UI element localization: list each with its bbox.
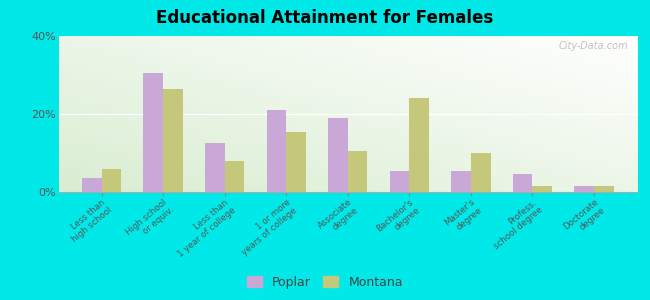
Text: City-Data.com: City-Data.com (559, 41, 629, 51)
Bar (410, 98, 429, 192)
Bar (205, 143, 225, 192)
Legend: Poplar, Montana: Poplar, Montana (242, 271, 408, 294)
Bar (286, 131, 306, 192)
Bar (532, 186, 552, 192)
Bar (451, 170, 471, 192)
Bar (266, 110, 286, 192)
Bar (225, 161, 244, 192)
Bar (513, 174, 532, 192)
Bar (82, 178, 101, 192)
Bar (389, 170, 410, 192)
Text: Educational Attainment for Females: Educational Attainment for Females (157, 9, 493, 27)
Bar (144, 73, 163, 192)
Bar (574, 186, 594, 192)
Bar (328, 118, 348, 192)
Bar (163, 88, 183, 192)
Bar (348, 151, 367, 192)
Bar (471, 153, 491, 192)
Bar (594, 186, 614, 192)
Bar (101, 169, 122, 192)
